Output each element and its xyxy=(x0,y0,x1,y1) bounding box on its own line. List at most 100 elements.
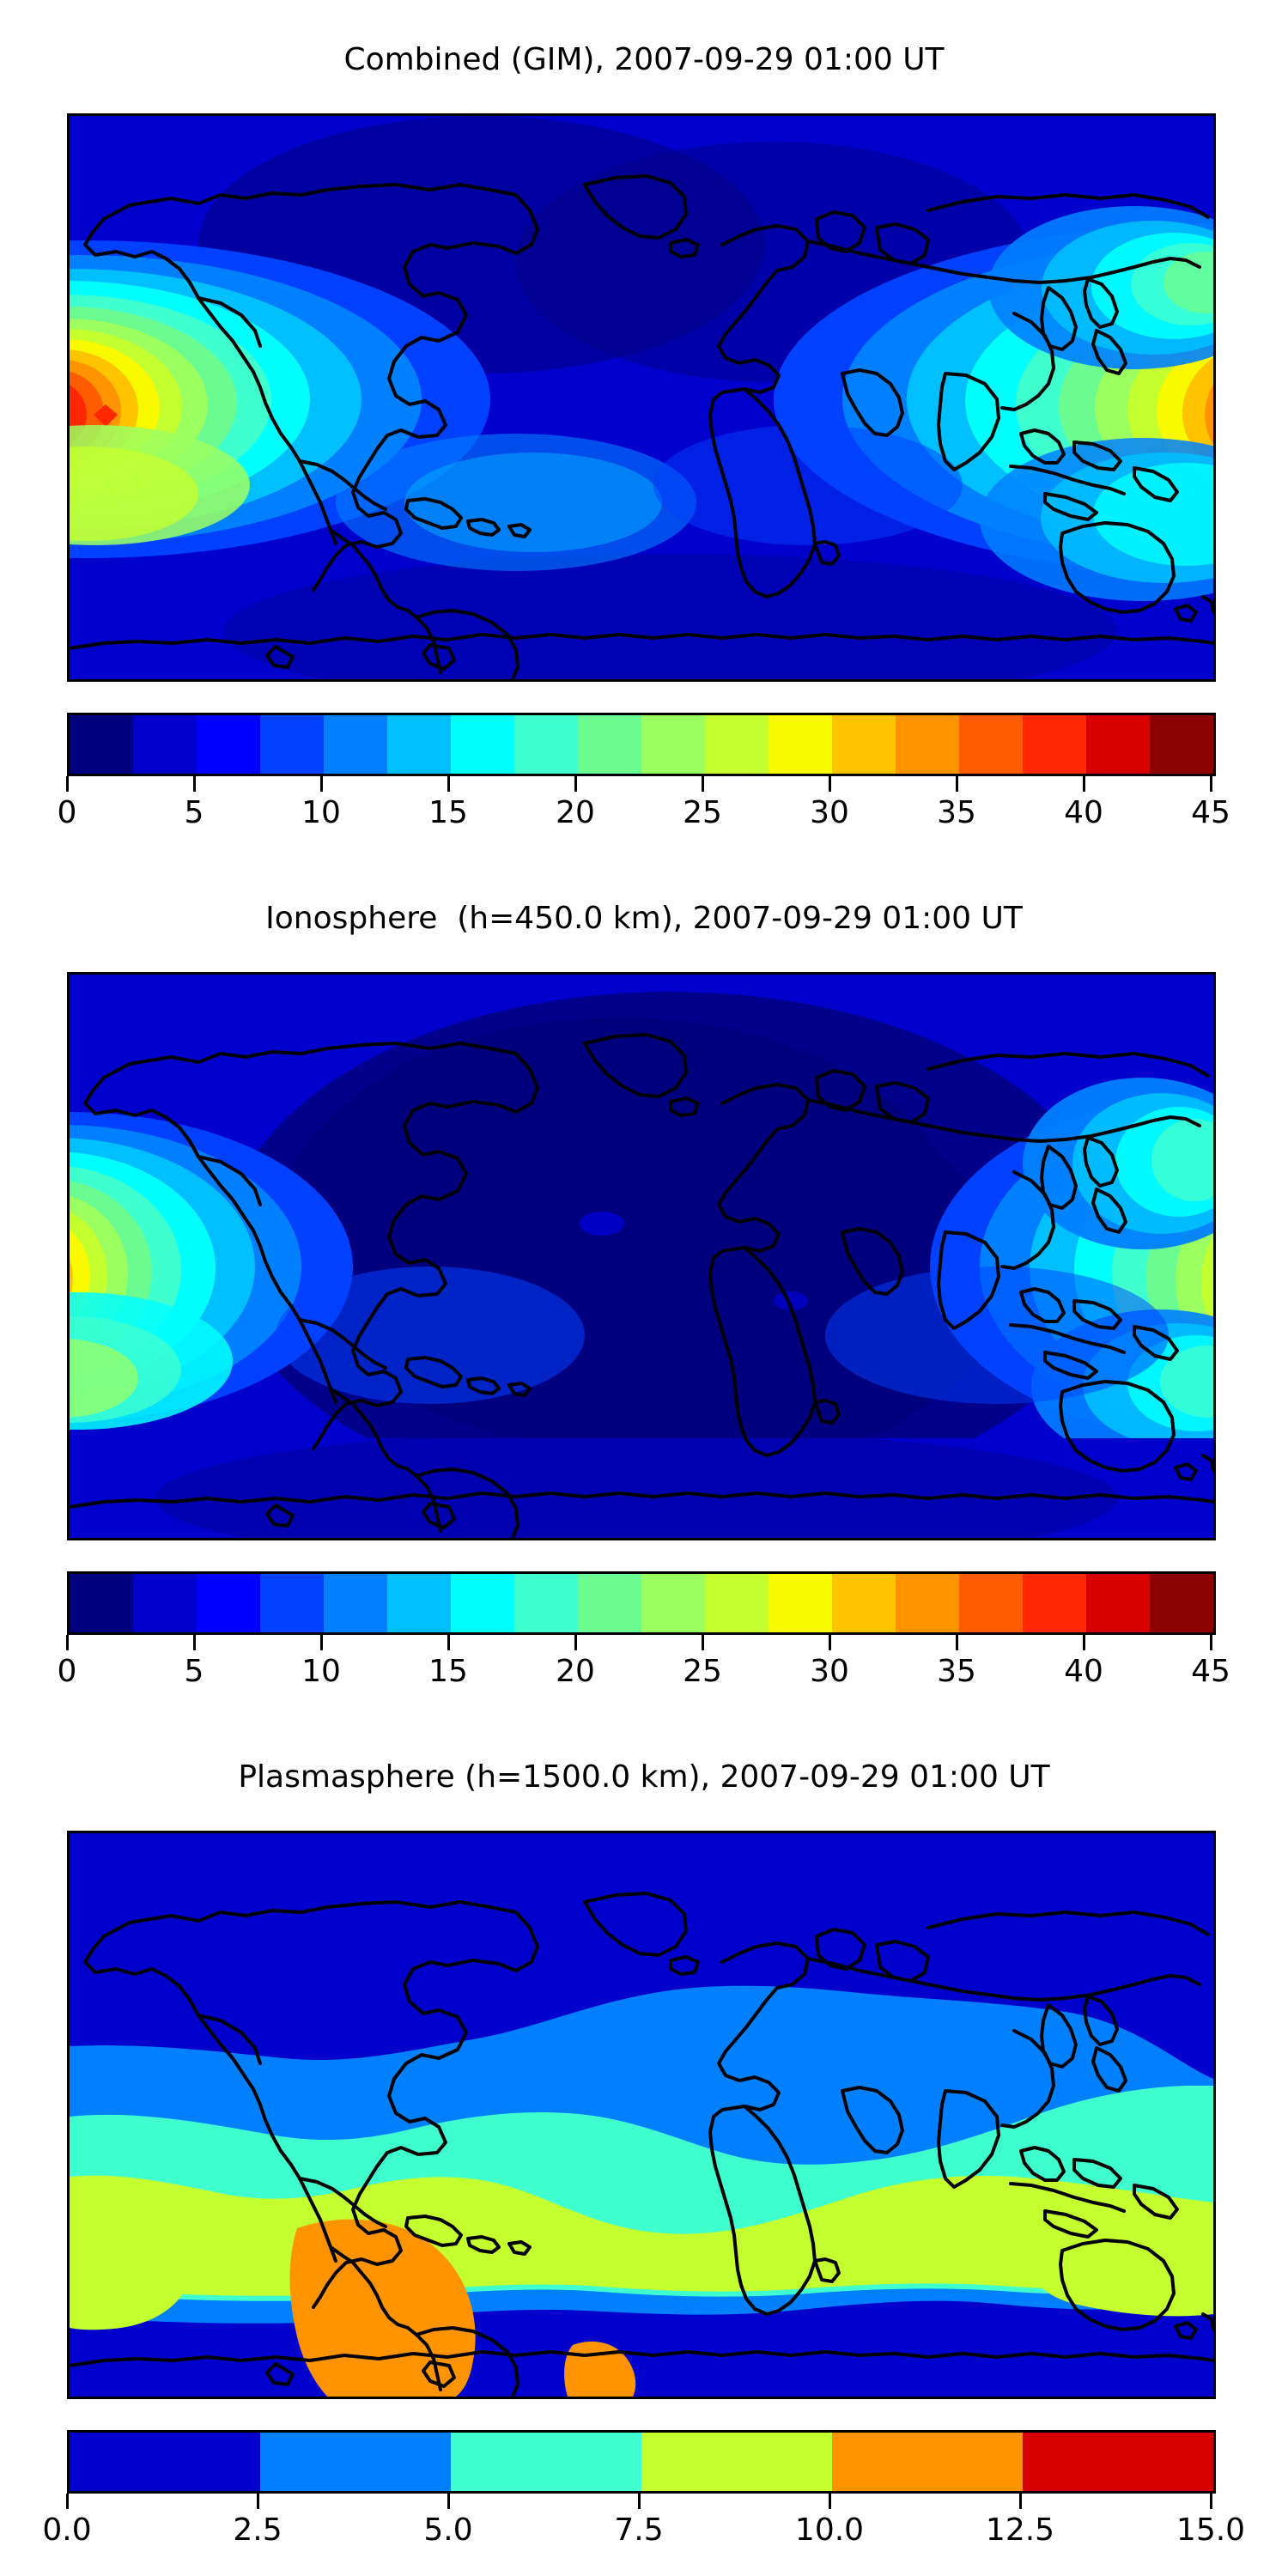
colorbar-tick-label-4: 10.0 xyxy=(794,2512,865,2548)
colorbar-tick-label-2: 5.0 xyxy=(423,2512,473,2548)
colorbar-segment-13 xyxy=(896,1574,959,1632)
colorbar-tick-label-6: 30 xyxy=(810,1654,849,1689)
colorbar-tick-5 xyxy=(1019,2494,1022,2509)
colorbar-tick-0 xyxy=(66,776,69,792)
colorbar-plasmasphere-ticks xyxy=(64,2494,1213,2512)
colorbar-segment-16 xyxy=(1086,1574,1150,1632)
colorbar-tick-label-0: 0 xyxy=(57,795,77,830)
colorbar-tick-label-1: 5 xyxy=(184,795,204,830)
colorbar-segment-13 xyxy=(896,715,959,774)
colorbar-segment-2 xyxy=(451,2433,641,2491)
colorbar-tick-label-1: 2.5 xyxy=(233,2512,283,2548)
colorbar-segment-17 xyxy=(1150,715,1213,774)
colorbar-segment-17 xyxy=(1150,1574,1213,1632)
colorbar-combined-ticks xyxy=(64,776,1213,795)
colorbar-tick-3 xyxy=(447,776,450,792)
colorbar-tick-label-5: 25 xyxy=(683,795,722,830)
map-ionosphere-canvas xyxy=(70,975,1213,1538)
map-plasmasphere xyxy=(67,1831,1216,2399)
colorbar-tick-label-8: 40 xyxy=(1064,1654,1103,1689)
colorbar-tick-6 xyxy=(1210,2494,1212,2509)
colorbar-segment-2 xyxy=(197,1574,260,1632)
colorbar-tick-9 xyxy=(1210,776,1212,792)
colorbar-tick-0 xyxy=(66,2494,69,2509)
colorbar-segment-2 xyxy=(197,715,260,774)
colorbar-tick-label-5: 25 xyxy=(683,1654,722,1689)
colorbar-plasmasphere-labels: 0.0 2.5 5.0 7.5 10.0 12.5 15.0 xyxy=(42,2512,1245,2555)
colorbar-segment-9 xyxy=(641,715,705,774)
colorbar-segment-1 xyxy=(133,1574,197,1632)
colorbar-ionosphere-labels: 0 5 10 15 20 25 30 35 40 45 xyxy=(58,1654,1230,1697)
colorbar-segment-4 xyxy=(832,2433,1023,2491)
map-combined xyxy=(67,113,1216,682)
colorbar-combined: 0 5 10 15 20 25 30 35 40 45 xyxy=(58,713,1230,838)
colorbar-segment-0 xyxy=(70,2433,260,2491)
colorbar-segment-8 xyxy=(578,715,641,774)
colorbar-segment-0 xyxy=(70,715,133,774)
colorbar-ionosphere-ticks xyxy=(64,1635,1213,1654)
colorbar-segment-0 xyxy=(70,1574,133,1632)
colorbar-segment-7 xyxy=(514,715,578,774)
colorbar-segment-4 xyxy=(324,1574,387,1632)
colorbar-tick-2 xyxy=(320,776,323,792)
map-ionosphere xyxy=(67,972,1216,1540)
colorbar-segment-3 xyxy=(260,1574,324,1632)
colorbar-segment-8 xyxy=(578,1574,641,1632)
colorbar-segment-12 xyxy=(832,1574,896,1632)
colorbar-segment-3 xyxy=(260,715,324,774)
colorbar-tick-0 xyxy=(66,1635,69,1650)
colorbar-segment-14 xyxy=(959,715,1023,774)
colorbar-tick-label-7: 35 xyxy=(937,1654,976,1689)
colorbar-segment-16 xyxy=(1086,715,1150,774)
colorbar-tick-label-0: 0.0 xyxy=(42,2512,92,2548)
colorbar-segment-15 xyxy=(1023,1574,1086,1632)
colorbar-segment-7 xyxy=(514,1574,578,1632)
colorbar-segment-10 xyxy=(705,1574,769,1632)
colorbar-tick-8 xyxy=(1083,776,1085,792)
map-plasmasphere-canvas xyxy=(70,1833,1213,2397)
colorbar-segment-10 xyxy=(705,715,769,774)
panel-title-ionosphere: Ionosphere (h=450.0 km), 2007-09-29 01:0… xyxy=(265,901,1023,936)
colorbar-tick-label-9: 45 xyxy=(1191,1654,1230,1689)
colorbar-tick-1 xyxy=(193,776,196,792)
colorbar-segment-12 xyxy=(832,715,896,774)
colorbar-segment-15 xyxy=(1023,715,1086,774)
colorbar-tick-3 xyxy=(638,2494,641,2509)
colorbar-segment-4 xyxy=(324,715,387,774)
colorbar-tick-label-0: 0 xyxy=(57,1654,77,1689)
colorbar-combined-labels: 0 5 10 15 20 25 30 35 40 45 xyxy=(58,795,1230,838)
colorbar-segment-6 xyxy=(451,715,514,774)
colorbar-ionosphere: 0 5 10 15 20 25 30 35 40 45 xyxy=(58,1571,1230,1697)
colorbar-plasmasphere: 0.0 2.5 5.0 7.5 10.0 12.5 15.0 xyxy=(42,2430,1245,2555)
colorbar-tick-4 xyxy=(574,776,577,792)
colorbar-segment-1 xyxy=(260,2433,451,2491)
colorbar-segment-9 xyxy=(641,1574,705,1632)
colorbar-tick-label-2: 10 xyxy=(301,1654,341,1689)
colorbar-tick-1 xyxy=(257,2494,259,2509)
colorbar-tick-label-3: 15 xyxy=(428,1654,468,1689)
colorbar-tick-label-4: 20 xyxy=(556,1654,595,1689)
colorbar-tick-label-2: 10 xyxy=(301,795,341,830)
colorbar-tick-4 xyxy=(829,2494,831,2509)
colorbar-tick-label-1: 5 xyxy=(184,1654,204,1689)
colorbar-tick-3 xyxy=(447,1635,450,1650)
colorbar-segment-1 xyxy=(133,715,197,774)
map-combined-canvas xyxy=(70,116,1213,679)
colorbar-tick-5 xyxy=(702,1635,704,1650)
panel-title-combined: Combined (GIM), 2007-09-29 01:00 UT xyxy=(343,42,945,77)
colorbar-tick-label-8: 40 xyxy=(1064,795,1103,830)
colorbar-segment-6 xyxy=(451,1574,514,1632)
colorbar-segment-5 xyxy=(387,1574,451,1632)
colorbar-segment-11 xyxy=(769,1574,832,1632)
colorbar-segment-3 xyxy=(641,2433,832,2491)
colorbar-tick-label-3: 7.5 xyxy=(614,2512,664,2548)
colorbar-plasmasphere-strip xyxy=(67,2430,1216,2494)
colorbar-tick-7 xyxy=(956,776,958,792)
colorbar-segment-5 xyxy=(1023,2433,1213,2491)
colorbar-tick-6 xyxy=(829,1635,831,1650)
colorbar-tick-1 xyxy=(193,1635,196,1650)
colorbar-segment-11 xyxy=(769,715,832,774)
colorbar-tick-2 xyxy=(447,2494,450,2509)
colorbar-segment-5 xyxy=(387,715,451,774)
colorbar-tick-label-3: 15 xyxy=(428,795,468,830)
